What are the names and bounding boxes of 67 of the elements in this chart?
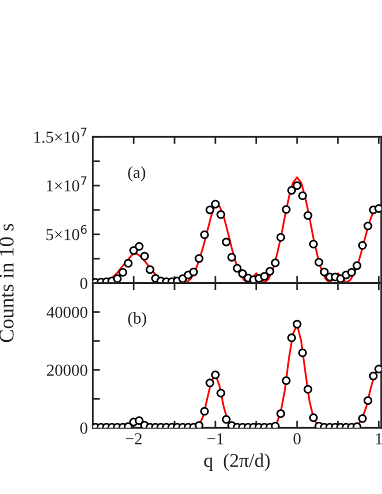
point xyxy=(309,240,318,248)
point xyxy=(358,414,367,423)
point xyxy=(368,372,378,380)
point xyxy=(112,274,122,284)
point xyxy=(200,230,209,240)
point xyxy=(374,364,382,374)
point xyxy=(358,241,367,250)
point xyxy=(309,413,318,422)
point xyxy=(282,376,291,385)
x-tick-label: 0 xyxy=(294,433,301,444)
x-tick-label: −2 xyxy=(126,433,142,444)
point xyxy=(270,258,280,268)
x-tick-label: −1 xyxy=(207,433,224,444)
y-tick-label: 0 xyxy=(80,278,88,290)
point xyxy=(129,246,138,255)
point xyxy=(189,268,198,276)
point xyxy=(222,415,231,424)
point xyxy=(374,204,382,213)
point xyxy=(298,191,307,200)
point xyxy=(347,268,356,277)
x-axis-title: q (2π/d) xyxy=(204,453,270,471)
point xyxy=(238,269,247,278)
point xyxy=(206,205,214,214)
y-tick-label: 0 xyxy=(80,422,88,434)
point xyxy=(287,186,296,195)
point xyxy=(282,205,291,214)
y-axis-title: Counts in 10 s xyxy=(0,224,14,342)
point xyxy=(216,388,226,398)
y-tick-label: 5×10$^{6}$ xyxy=(46,225,87,240)
point xyxy=(364,396,372,405)
point xyxy=(134,416,144,425)
point xyxy=(211,370,220,380)
point xyxy=(260,272,269,281)
point xyxy=(292,181,302,190)
point xyxy=(276,409,286,418)
point xyxy=(140,252,149,261)
annotation: (a) xyxy=(128,166,146,182)
y-tick-label: 1.5×10$^{7}$ xyxy=(34,128,86,143)
point xyxy=(124,258,133,268)
point xyxy=(276,232,286,242)
point xyxy=(304,384,312,394)
point xyxy=(364,222,372,230)
y-tick-label: 40000 xyxy=(46,306,88,318)
point xyxy=(298,348,307,358)
point xyxy=(292,320,302,329)
point xyxy=(134,242,144,251)
point xyxy=(314,258,324,267)
annotation: (b) xyxy=(128,312,146,328)
x-tick-label: 1 xyxy=(376,433,382,444)
point xyxy=(222,238,231,246)
point xyxy=(194,254,204,263)
point xyxy=(232,264,242,273)
point xyxy=(304,211,312,220)
point xyxy=(118,268,128,277)
point xyxy=(287,333,296,342)
point xyxy=(200,406,209,416)
point xyxy=(320,268,329,276)
point xyxy=(206,378,214,388)
point xyxy=(146,265,154,274)
y-tick-label: 1×10$^{7}$ xyxy=(46,176,86,192)
point xyxy=(227,252,236,262)
y-tick-label: 20000 xyxy=(47,364,88,376)
point xyxy=(194,421,204,428)
point xyxy=(216,210,226,219)
point xyxy=(352,261,362,270)
point xyxy=(266,266,274,276)
point xyxy=(211,200,220,208)
